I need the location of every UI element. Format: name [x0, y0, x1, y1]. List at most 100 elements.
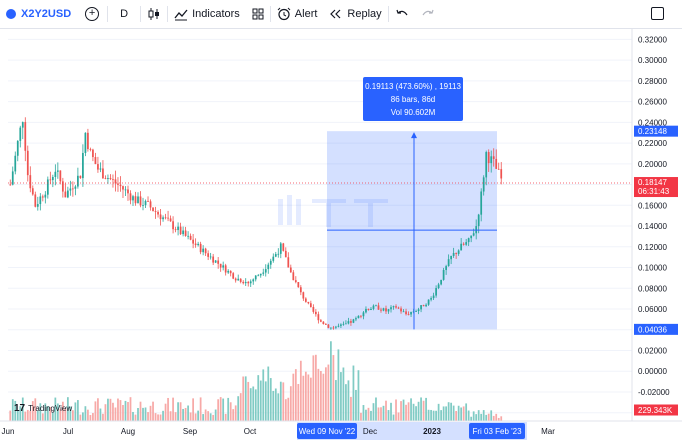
candle-body — [224, 265, 227, 273]
volume-bar — [462, 406, 465, 421]
volume-bar — [97, 398, 99, 421]
price-tick-label: 0.16000 — [638, 201, 667, 210]
volume-bar — [192, 398, 194, 421]
volume-bar — [340, 372, 342, 421]
volume-bar — [450, 402, 453, 421]
volume-bar — [427, 409, 430, 421]
volume-bar — [330, 341, 332, 421]
candle-body — [64, 191, 67, 198]
volume-bar — [152, 401, 154, 421]
volume-bar — [54, 397, 57, 421]
candle-body — [139, 196, 142, 206]
volume-bar — [425, 397, 427, 421]
volume-bar — [189, 412, 192, 421]
volume-bar — [269, 378, 272, 421]
volume-bar — [267, 366, 270, 421]
candle-body — [282, 243, 285, 251]
volume-bar — [500, 416, 503, 421]
alert-button[interactable]: Alert — [271, 0, 324, 28]
fullscreen-icon[interactable] — [651, 7, 664, 20]
candle-body — [107, 177, 109, 179]
volume-bar — [497, 417, 500, 421]
indicators-button[interactable]: Indicators — [168, 0, 246, 28]
candle-body — [380, 309, 382, 311]
volume-bar — [164, 403, 167, 421]
price-chart[interactable]: 0.19113 (473.60%) , 19113 86 bars, 86d V… — [0, 29, 682, 448]
candle-body — [272, 256, 275, 261]
volume-bar — [137, 407, 139, 421]
end-date-badge: Fri 03 Feb '23 — [472, 427, 522, 436]
candle-body — [402, 311, 405, 313]
candle-body — [307, 301, 310, 304]
volume-bar — [219, 397, 222, 421]
candle-body — [392, 306, 395, 308]
chart-grid — [8, 38, 632, 414]
volume-bar — [287, 397, 290, 421]
price-tick-label: 0.32000 — [638, 35, 667, 44]
volume-bar — [169, 411, 172, 421]
alarm-clock-icon — [277, 7, 291, 21]
candle-body — [465, 242, 468, 245]
candle-body — [49, 179, 52, 181]
date-tick-label: Jun — [2, 427, 15, 436]
replay-button[interactable]: Replay — [323, 0, 387, 28]
volume-bar — [422, 400, 425, 421]
volume-label: 229.343K — [638, 406, 673, 415]
candle-body — [357, 315, 360, 319]
candle-body — [39, 196, 42, 205]
volume-bar — [247, 381, 250, 421]
volume-bar — [159, 414, 162, 421]
candle-body — [147, 200, 149, 202]
undo-button[interactable] — [389, 0, 415, 28]
candle-body — [332, 327, 335, 329]
candle-body — [342, 323, 345, 325]
candle-body — [77, 175, 79, 187]
volume-bar — [14, 400, 17, 421]
volume-bar — [365, 409, 367, 421]
volume-bar — [299, 360, 302, 421]
volume-bar — [29, 410, 32, 421]
volume-bar — [144, 407, 147, 421]
volume-bars — [9, 341, 503, 421]
candle-body — [119, 184, 122, 187]
plus-circle-icon: + — [85, 7, 100, 21]
volume-bar — [124, 400, 127, 421]
volume-bar — [142, 407, 144, 421]
candle-body — [445, 266, 447, 270]
volume-bar — [244, 376, 247, 421]
candle-body — [29, 175, 32, 189]
symbol-search[interactable]: X2Y2USD — [0, 0, 77, 28]
volume-bar — [109, 398, 112, 421]
volume-bar — [337, 349, 340, 421]
volume-bar — [179, 402, 182, 421]
volume-bar — [46, 406, 49, 421]
candles — [9, 117, 503, 330]
price-tick-label: 0.00000 — [638, 367, 667, 376]
volume-bar — [234, 405, 237, 421]
candle-body — [142, 205, 144, 206]
symbol-logo-icon — [6, 9, 16, 19]
interval-button[interactable]: D — [108, 0, 140, 28]
candle-body — [309, 303, 312, 307]
candle-body — [440, 279, 442, 285]
layouts-button[interactable] — [246, 0, 270, 28]
volume-bar — [119, 400, 122, 421]
candle-body — [420, 305, 422, 310]
candle-body — [405, 311, 407, 315]
volume-bar — [199, 397, 202, 421]
chart-type-button[interactable] — [141, 0, 167, 28]
redo-button[interactable] — [415, 0, 441, 28]
compare-button[interactable]: + — [77, 0, 107, 28]
volume-bar — [382, 405, 385, 421]
candle-body — [467, 238, 470, 243]
candle-body — [495, 158, 498, 169]
candle-body — [430, 298, 432, 300]
candle-body — [72, 188, 74, 190]
volume-bar — [157, 414, 159, 421]
candle-body — [497, 168, 500, 170]
tradingview-logo[interactable]: 17 TradingView — [14, 403, 72, 414]
price-tick-label: 0.08000 — [638, 284, 667, 293]
candle-body — [209, 256, 212, 258]
volume-bar — [187, 405, 189, 421]
price-tick-label: 0.10000 — [638, 264, 667, 273]
